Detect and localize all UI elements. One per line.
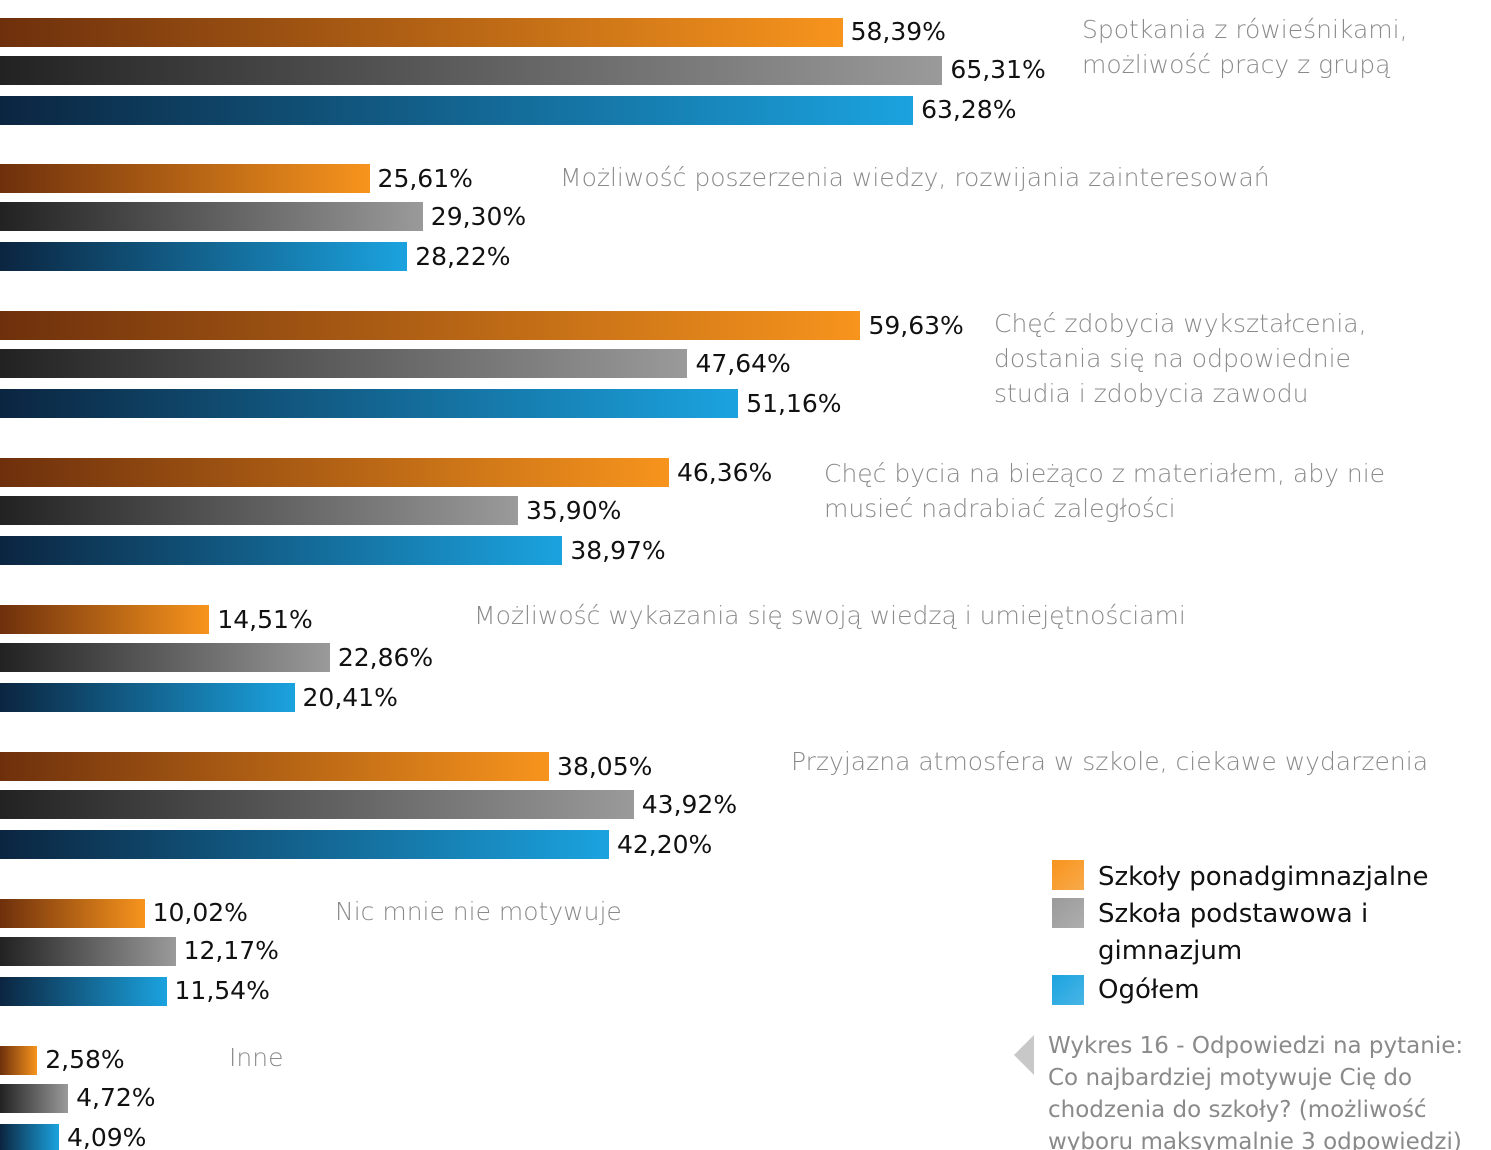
bar — [0, 1123, 60, 1150]
bar — [0, 1083, 69, 1113]
value-label: 38,97% — [570, 535, 666, 565]
category-label: Spotkania z rówieśnikami, możliwość prac… — [1082, 15, 1408, 79]
value-label: 35,90% — [526, 495, 622, 525]
value-label: 20,41% — [302, 682, 398, 712]
category-label: Możliwość poszerzenia wiedzy, rozwijania… — [560, 163, 1270, 192]
bar — [0, 683, 295, 713]
value-label: 2,58% — [45, 1045, 125, 1075]
legend-label: Ogółem — [1098, 975, 1200, 1005]
category-label: Chęć zdobycia wykształcenia, dostania si… — [994, 309, 1367, 408]
bar — [0, 349, 688, 379]
value-label: 42,20% — [616, 829, 713, 859]
bar — [0, 976, 167, 1006]
value-label: 29,30% — [430, 201, 527, 231]
value-label: 58,39% — [850, 17, 946, 46]
value-label: 14,51% — [217, 604, 313, 634]
category-label: Przyjazna atmosfera w szkole, ciekawe wy… — [791, 747, 1429, 776]
value-label: 43,92% — [641, 789, 738, 819]
value-label: 11,54% — [174, 976, 270, 1006]
value-label: 22,86% — [337, 642, 434, 672]
value-label: 38,05% — [557, 751, 653, 781]
value-label: 12,17% — [183, 936, 279, 966]
bar — [0, 536, 563, 566]
bar — [0, 389, 739, 419]
value-label: 51,16% — [746, 388, 842, 418]
legend-label: Szkoła podstawowa i gimnazjum — [1098, 899, 1369, 966]
category-label: Inne — [229, 1043, 284, 1072]
value-label: 10,02% — [152, 898, 248, 928]
bar — [0, 643, 330, 673]
bar — [0, 17, 843, 47]
value-label: 65,31% — [950, 55, 1046, 84]
bar — [0, 164, 370, 194]
bar — [0, 830, 609, 859]
category-label: Nic mnie nie motywuje — [335, 897, 622, 926]
value-label: 63,28% — [921, 95, 1017, 124]
bar — [0, 458, 669, 488]
caption-arrow — [1014, 1035, 1034, 1075]
bar — [0, 95, 914, 125]
caption: Wykres 16 - Odpowiedzi na pytanie: Co na… — [1048, 1033, 1464, 1150]
bar — [0, 496, 519, 526]
category-label: Chęć bycia na bieżąco z materiałem, aby … — [824, 459, 1386, 523]
value-label: 4,72% — [76, 1083, 156, 1113]
value-label: 59,63% — [868, 310, 964, 340]
bar — [0, 1045, 38, 1075]
value-label: 46,36% — [676, 457, 773, 487]
bar — [0, 55, 943, 85]
legend-swatch — [1052, 898, 1084, 928]
value-label: 4,09% — [67, 1123, 147, 1150]
value-label: 47,64% — [695, 348, 791, 378]
legend-label: Szkoły ponadgimnazjalne — [1098, 862, 1429, 892]
bar — [0, 898, 145, 928]
legend-swatch — [1052, 860, 1084, 890]
category-label: Możliwość wykazania się swoją wiedzą i u… — [474, 601, 1186, 630]
bar — [0, 790, 634, 819]
legend-swatch — [1052, 975, 1084, 1005]
value-label: 28,22% — [415, 241, 511, 271]
bar — [0, 936, 176, 966]
bar — [0, 752, 550, 781]
bar — [0, 311, 861, 341]
bar — [0, 242, 408, 272]
bar — [0, 605, 210, 635]
bar — [0, 202, 423, 232]
value-label: 25,61% — [377, 163, 473, 193]
